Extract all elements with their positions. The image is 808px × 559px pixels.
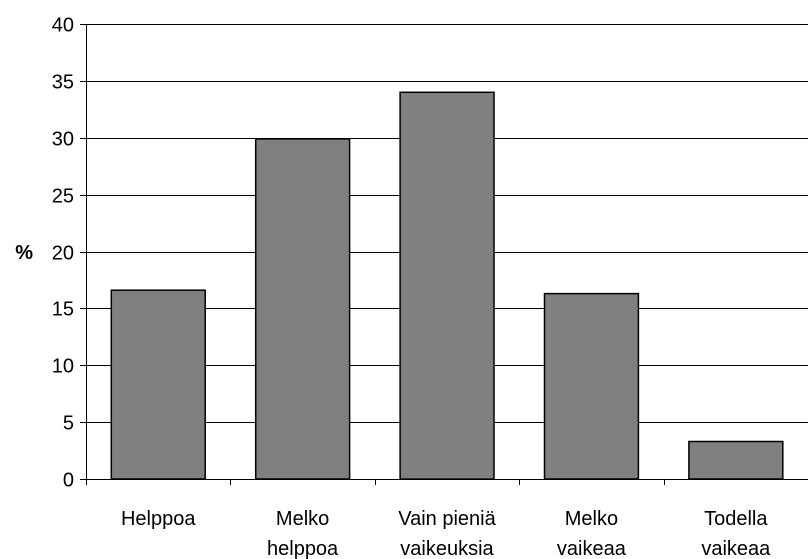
- y-tick-label: 40: [52, 15, 74, 37]
- bar: [254, 138, 351, 480]
- bars: [110, 91, 784, 480]
- y-axis-label: %: [15, 242, 33, 264]
- y-tick-label: 10: [52, 356, 74, 378]
- y-tick-label: 5: [63, 413, 74, 435]
- y-tick-label: 30: [52, 129, 74, 151]
- x-tick-label: Vain pieniä vaikeuksia: [398, 508, 496, 559]
- axes: [80, 24, 808, 485]
- x-tick-label: Helppoa: [121, 508, 196, 530]
- x-tick-labels: Helppoa Melko helppoa Vain pieniä vaikeuksia…: [121, 508, 771, 559]
- bar: [110, 289, 206, 480]
- y-tick-label: 25: [52, 186, 74, 208]
- y-tick-label: 0: [63, 470, 74, 492]
- y-tick-label: 35: [52, 72, 74, 94]
- bar: [688, 440, 784, 480]
- x-tick-label: Melko vaikeaa: [557, 508, 627, 559]
- bar: [543, 292, 640, 480]
- y-tick-label: 15: [52, 299, 74, 321]
- x-tick-label: Todella vaikeaa: [701, 508, 771, 559]
- y-tick-labels: 0 5 10 15 20 25 30 35 40: [52, 15, 74, 492]
- bar: [399, 91, 495, 480]
- y-tick-label: 20: [52, 243, 74, 265]
- x-tick-label: Melko helppoa: [267, 508, 339, 559]
